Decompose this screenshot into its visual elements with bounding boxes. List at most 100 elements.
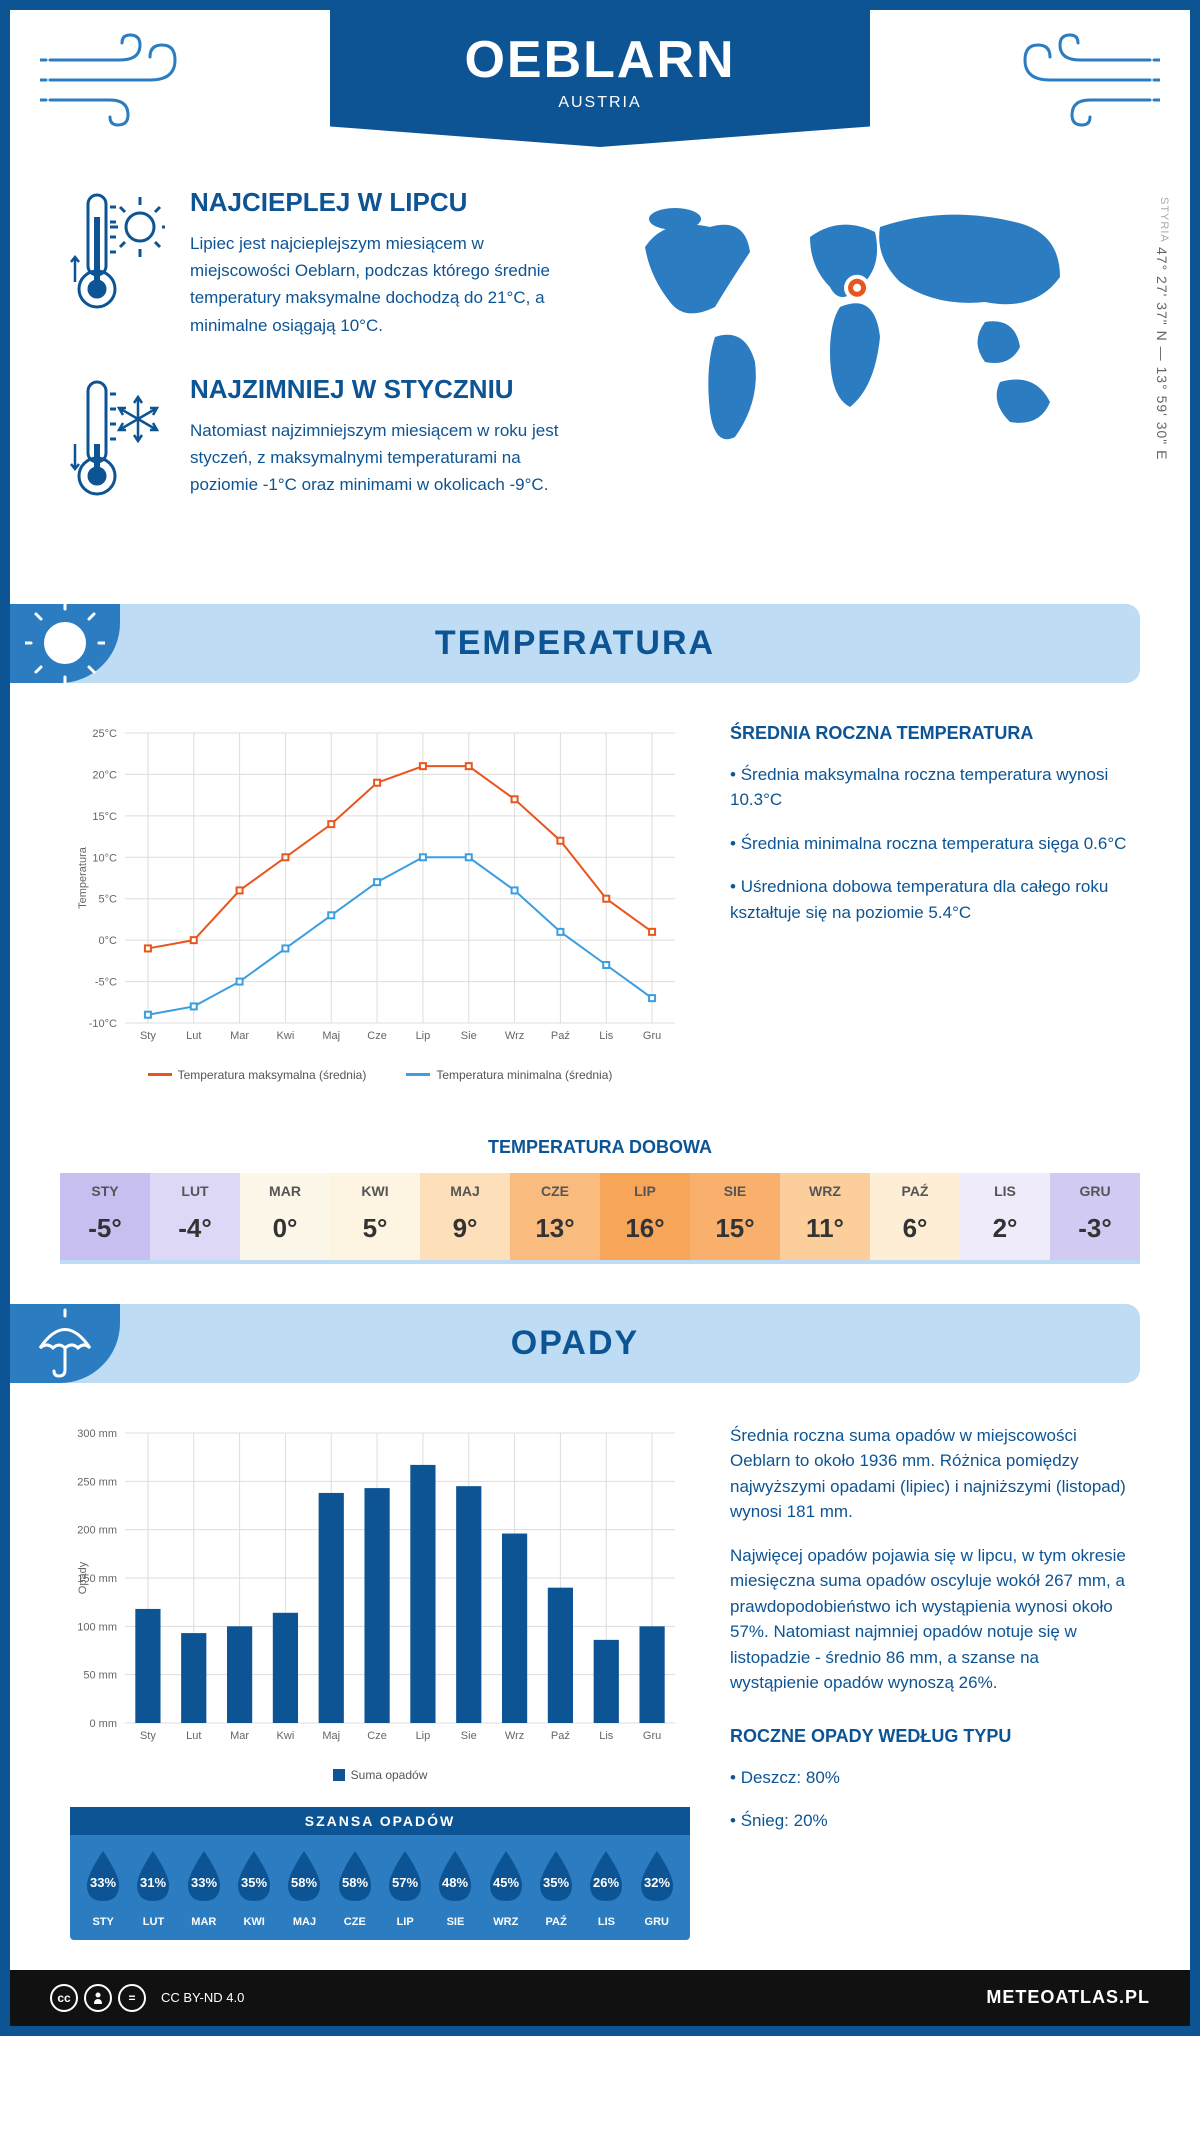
region-label: STYRIA	[1158, 197, 1170, 243]
svg-text:Lip: Lip	[416, 1730, 431, 1742]
daily-cell: SIE15°	[690, 1173, 780, 1260]
precip-drop: 26%LIS	[584, 1849, 628, 1928]
city-name: OEBLARN	[330, 30, 870, 90]
svg-text:Lut: Lut	[186, 1030, 201, 1042]
daily-cell: MAR0°	[240, 1173, 330, 1260]
daily-cell: PAŹ6°	[870, 1173, 960, 1260]
daily-cell: MAJ9°	[420, 1173, 510, 1260]
daily-cell: LIP16°	[600, 1173, 690, 1260]
daily-cell: STY-5°	[60, 1173, 150, 1260]
svg-text:58%: 58%	[291, 1875, 317, 1890]
svg-text:Paź: Paź	[551, 1030, 570, 1042]
svg-text:-10°C: -10°C	[89, 1018, 117, 1030]
temperature-section-header: TEMPERATURA	[10, 604, 1140, 683]
svg-text:5°C: 5°C	[99, 893, 118, 905]
country-name: AUSTRIA	[330, 94, 870, 112]
precip-drop: 35%PAŹ	[534, 1849, 578, 1928]
temp-bullet-0: • Średnia maksymalna roczna temperatura …	[730, 762, 1130, 813]
svg-text:Lut: Lut	[186, 1730, 201, 1742]
svg-text:Cze: Cze	[367, 1730, 387, 1742]
svg-text:-5°C: -5°C	[95, 976, 117, 988]
umbrella-icon	[10, 1304, 120, 1383]
precip-section-header: OPADY	[10, 1304, 1140, 1383]
coldest-fact: NAJZIMNIEJ W STYCZNIU Natomiast najzimni…	[70, 374, 585, 509]
precip-p2: Najwięcej opadów pojawia się w lipcu, w …	[730, 1543, 1130, 1696]
temperature-chart: -10°C-5°C0°C5°C10°C15°C20°C25°CStyLutMar…	[70, 723, 690, 1082]
svg-text:Lis: Lis	[599, 1030, 614, 1042]
hottest-text: Lipiec jest najcieplejszym miesiącem w m…	[190, 230, 585, 339]
svg-text:Cze: Cze	[367, 1030, 387, 1042]
svg-text:Lis: Lis	[599, 1730, 614, 1742]
svg-text:32%: 32%	[644, 1875, 670, 1890]
license-text: CC BY-ND 4.0	[161, 1990, 244, 2005]
daily-cell: LIS2°	[960, 1173, 1050, 1260]
svg-text:Opady: Opady	[77, 1561, 89, 1594]
precip-snow: • Śnieg: 20%	[730, 1808, 1130, 1834]
precip-type-heading: ROCZNE OPADY WEDŁUG TYPU	[730, 1726, 1130, 1747]
svg-text:25°C: 25°C	[92, 728, 117, 740]
svg-text:Sty: Sty	[140, 1730, 156, 1742]
svg-text:50 mm: 50 mm	[83, 1669, 117, 1681]
precip-drop: 33%MAR	[182, 1849, 226, 1928]
footer: cc = CC BY-ND 4.0 METEOATLAS.PL	[10, 1970, 1190, 2026]
precip-chance-box: SZANSA OPADÓW 33%STY31%LUT33%MAR35%KWI58…	[70, 1807, 690, 1940]
svg-text:Sie: Sie	[461, 1730, 477, 1742]
svg-text:Wrz: Wrz	[505, 1730, 524, 1742]
precip-title: OPADY	[10, 1324, 1140, 1363]
sun-icon	[10, 604, 120, 683]
footer-credit: METEOATLAS.PL	[986, 1987, 1150, 2008]
cc-icons: cc =	[50, 1984, 146, 2012]
svg-text:58%: 58%	[342, 1875, 368, 1890]
wind-icon-right	[1010, 30, 1160, 135]
wind-icon-left	[40, 30, 190, 135]
svg-text:300 mm: 300 mm	[77, 1428, 117, 1440]
svg-text:26%: 26%	[593, 1875, 619, 1890]
coldest-text: Natomiast najzimniejszym miesiącem w rok…	[190, 417, 585, 499]
daily-temp-title: TEMPERATURA DOBOWA	[10, 1137, 1190, 1158]
precip-drop: 33%STY	[81, 1849, 125, 1928]
svg-text:Kwi: Kwi	[277, 1030, 295, 1042]
svg-text:45%: 45%	[493, 1875, 519, 1890]
svg-text:Mar: Mar	[230, 1730, 249, 1742]
svg-text:48%: 48%	[442, 1875, 468, 1890]
precip-rain: • Deszcz: 80%	[730, 1765, 1130, 1791]
precip-chart: 0 mm50 mm100 mm150 mm200 mm250 mm300 mmS…	[70, 1423, 690, 1940]
svg-text:31%: 31%	[140, 1875, 166, 1890]
thermometer-hot-icon	[70, 187, 165, 339]
precip-drop: 45%WRZ	[484, 1849, 528, 1928]
svg-text:0°C: 0°C	[99, 935, 118, 947]
daily-cell: WRZ11°	[780, 1173, 870, 1260]
daily-cell: GRU-3°	[1050, 1173, 1140, 1260]
location-marker-icon	[844, 275, 870, 301]
svg-text:35%: 35%	[543, 1875, 569, 1890]
svg-text:Gru: Gru	[643, 1730, 661, 1742]
precip-chance-title: SZANSA OPADÓW	[70, 1807, 690, 1835]
daily-cell: LUT-4°	[150, 1173, 240, 1260]
temp-info-heading: ŚREDNIA ROCZNA TEMPERATURA	[730, 723, 1130, 744]
svg-text:Wrz: Wrz	[505, 1030, 524, 1042]
svg-text:Kwi: Kwi	[277, 1730, 295, 1742]
svg-text:Maj: Maj	[322, 1030, 340, 1042]
temperature-title: TEMPERATURA	[10, 624, 1140, 663]
svg-text:Lip: Lip	[416, 1030, 431, 1042]
thermometer-cold-icon	[70, 374, 165, 509]
svg-text:200 mm: 200 mm	[77, 1524, 117, 1536]
precip-drop: 58%MAJ	[282, 1849, 326, 1928]
svg-text:Gru: Gru	[643, 1030, 661, 1042]
svg-text:10°C: 10°C	[92, 852, 117, 864]
svg-text:250 mm: 250 mm	[77, 1476, 117, 1488]
precip-drop: 58%CZE	[333, 1849, 377, 1928]
precip-drop: 48%SIE	[433, 1849, 477, 1928]
daily-cell: KWI5°	[330, 1173, 420, 1260]
legend-min: Temperatura minimalna (średnia)	[406, 1068, 612, 1082]
precip-drop: 57%LIP	[383, 1849, 427, 1928]
temp-bullet-1: • Średnia minimalna roczna temperatura s…	[730, 831, 1130, 857]
svg-text:33%: 33%	[191, 1875, 217, 1890]
svg-text:35%: 35%	[241, 1875, 267, 1890]
svg-text:15°C: 15°C	[92, 811, 117, 823]
svg-text:Temperatura: Temperatura	[77, 846, 89, 909]
coldest-title: NAJZIMNIEJ W STYCZNIU	[190, 374, 585, 405]
precip-drop: 31%LUT	[131, 1849, 175, 1928]
precip-drop: 32%GRU	[635, 1849, 679, 1928]
hottest-fact: NAJCIEPLEJ W LIPCU Lipiec jest najcieple…	[70, 187, 585, 339]
